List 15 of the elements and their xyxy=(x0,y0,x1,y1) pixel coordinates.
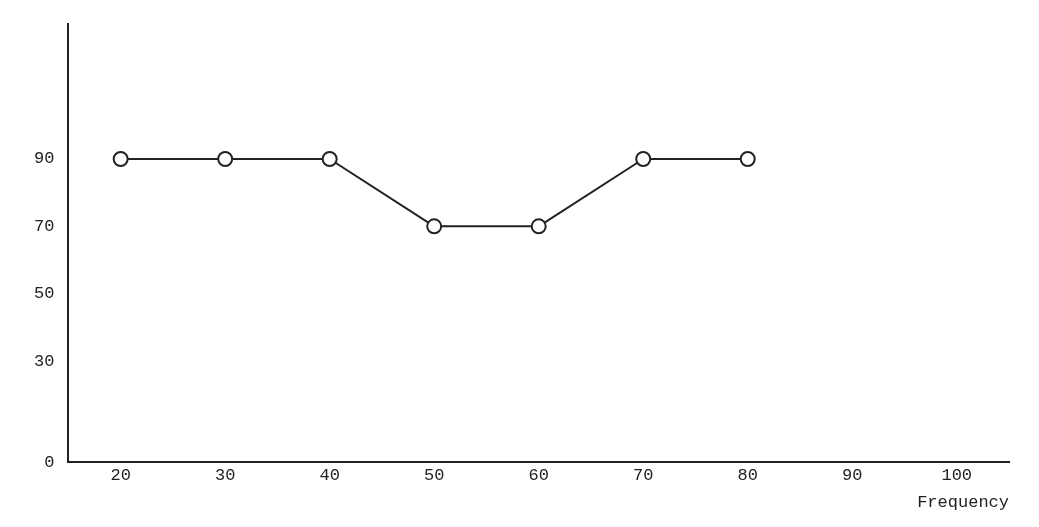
x-tick-label: 60 xyxy=(528,465,549,485)
x-tick-label: 90 xyxy=(842,465,863,485)
y-tick-label: 90 xyxy=(34,149,55,169)
x-tick-label: 100 xyxy=(941,465,973,485)
x-tick-label: 30 xyxy=(214,465,236,485)
y-tick-label: 0 xyxy=(44,452,55,472)
x-tick-label: 40 xyxy=(319,465,340,485)
y-tick-label: 70 xyxy=(34,216,55,236)
x-tick-label: 50 xyxy=(423,465,445,485)
x-tick-label: 20 xyxy=(110,465,131,485)
x-axis-title: Frequency xyxy=(917,493,1009,513)
x-tick-label: 80 xyxy=(737,465,758,485)
y-tick-label: 30 xyxy=(34,351,55,371)
x-tick-label: 70 xyxy=(633,465,654,485)
y-tick-label: 50 xyxy=(34,284,55,304)
